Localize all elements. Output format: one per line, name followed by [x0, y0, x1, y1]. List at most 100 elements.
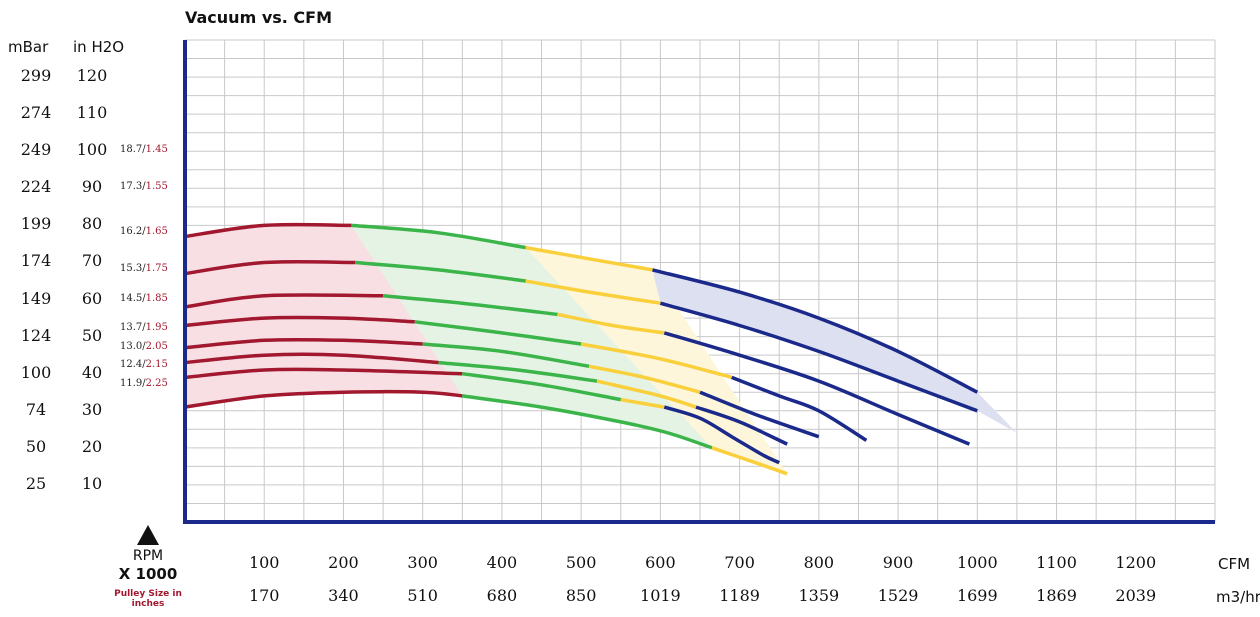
pulley-size-value: 1.85: [145, 292, 168, 304]
x-tick-cfm: 1100: [1036, 553, 1077, 572]
curve-yellow-segment: [525, 245, 653, 272]
x-tick-m3hr: 340: [328, 586, 359, 605]
pulley-size-value: 1.55: [145, 181, 168, 193]
pulley-size-value: 1.65: [145, 225, 168, 237]
x-tick-cfm: 300: [407, 553, 438, 572]
y-tick-inh2o: 60: [81, 288, 103, 308]
pulley-size-value: 1.75: [145, 262, 168, 274]
y-tick-mbar: 274: [20, 103, 52, 123]
pulley-size-value: 2.05: [145, 340, 168, 352]
rpm-multiplier: X 1000: [118, 565, 178, 583]
y-tick-inh2o: 10: [81, 473, 103, 493]
y-tick-inh2o: 100: [76, 140, 108, 160]
y-tick-inh2o: 90: [81, 177, 103, 197]
curve-blue-segment: [659, 301, 978, 413]
y-tick-inh2o: 50: [81, 325, 103, 345]
x-tick-m3hr: 1189: [719, 586, 760, 605]
x-axis-cfm-label: CFM: [1218, 555, 1251, 573]
pulley-label: 15.3/1.75: [120, 263, 168, 274]
y-tick-mbar: 224: [20, 177, 52, 197]
y-tick-mbar: 299: [20, 66, 52, 86]
x-tick-m3hr: 510: [407, 586, 438, 605]
rpm-value: 14.5/: [120, 292, 146, 304]
y-tick-mbar: 25: [25, 473, 47, 493]
pulley-label: 12.4/2.15: [120, 359, 168, 370]
curve-blue-segment: [652, 268, 979, 394]
x-tick-cfm: 800: [803, 553, 835, 572]
rpm-value: 13.0/: [120, 340, 146, 352]
chart-title: Vacuum vs. CFM: [185, 8, 333, 27]
x-tick-cfm: 1000: [956, 553, 998, 572]
pulley-label: 13.0/2.05: [120, 341, 168, 352]
x-tick-cfm: 100: [248, 553, 280, 572]
curve-green-segment: [414, 320, 582, 346]
curve-green-segment: [355, 260, 526, 283]
pulley-label: 17.3/1.55: [120, 181, 168, 192]
pulley-size-value: 2.25: [145, 377, 168, 389]
x-tick-cfm: 700: [724, 553, 755, 572]
pulley-label: 11.9/2.25: [120, 378, 168, 389]
curve-green-segment: [462, 394, 713, 450]
y-tick-mbar: 124: [20, 325, 52, 345]
pulley-size-value: 1.95: [145, 322, 168, 334]
curve-red-segment: [184, 222, 352, 239]
x-tick-cfm: 600: [645, 553, 676, 572]
curve-yellow-segment: [588, 364, 701, 394]
pulley-label: 18.7/1.45: [120, 144, 168, 155]
pulley-size-value: 2.15: [145, 359, 168, 371]
x-tick-cfm: 1200: [1115, 553, 1157, 572]
curve-yellow-segment: [557, 312, 665, 335]
x-tick-cfm: 900: [882, 553, 914, 572]
curve-blue-segment: [695, 405, 788, 446]
curve-green-segment: [438, 360, 598, 383]
y-tick-inh2o: 40: [81, 362, 103, 382]
curve-green-segment: [422, 342, 590, 369]
curve-blue-segment: [663, 405, 780, 465]
x-axis-m3hr-label: m3/hr: [1216, 588, 1260, 606]
curve-red-segment: [184, 315, 415, 328]
x-tick-m3hr: 1869: [1036, 586, 1077, 605]
y-tick-mbar: 100: [20, 362, 52, 382]
x-tick-m3hr: 1529: [877, 586, 919, 605]
pulley-label: 13.7/1.95: [120, 322, 168, 333]
y-axis-inh2o-label: in H2O: [73, 38, 125, 56]
x-tick-m3hr: 680: [486, 586, 518, 605]
curve-red-segment: [184, 367, 463, 380]
curve-red-segment: [184, 352, 439, 365]
rpm-value: 17.3/: [120, 181, 146, 193]
x-tick-m3hr: 1019: [640, 586, 681, 605]
y-tick-mbar: 50: [25, 436, 47, 456]
y-tick-mbar: 199: [20, 214, 52, 234]
y-tick-mbar: 174: [20, 251, 52, 271]
y-axis-mbar-label: mBar: [8, 38, 49, 56]
curve-red-segment: [184, 293, 384, 309]
rpm-value: 15.3/: [120, 262, 146, 274]
pulley-label: 14.5/1.85: [120, 293, 168, 304]
region-fill-blue: [652, 269, 1017, 433]
y-tick-mbar: 74: [25, 399, 47, 419]
y-tick-inh2o: 70: [81, 251, 103, 271]
curve-blue-segment: [699, 390, 820, 439]
curve-yellow-segment: [596, 379, 697, 409]
y-tick-inh2o: 120: [76, 66, 108, 86]
y-tick-inh2o: 110: [76, 103, 108, 123]
curve-yellow-segment: [620, 397, 665, 409]
y-tick-mbar: 149: [20, 288, 52, 308]
rpm-caption: RPM: [132, 548, 164, 564]
curve-yellow-segment: [580, 342, 733, 380]
curve-green-segment: [351, 223, 526, 250]
y-tick-mbar: 249: [20, 140, 52, 160]
pulley-caption: Pulley Size in inches: [114, 589, 182, 609]
y-tick-inh2o: 20: [81, 436, 103, 456]
rpm-value: 16.2/: [120, 225, 146, 237]
x-tick-m3hr: 1359: [798, 586, 840, 605]
rpm-value: 13.7/: [120, 322, 146, 334]
x-tick-m3hr: 850: [565, 586, 597, 605]
rpm-value: 18.7/: [120, 144, 146, 156]
curve-red-segment: [184, 337, 423, 350]
rpm-value: 12.4/: [120, 359, 146, 371]
curve-yellow-segment: [525, 279, 661, 305]
x-tick-cfm: 400: [486, 553, 518, 572]
curve-red-segment: [184, 390, 463, 409]
